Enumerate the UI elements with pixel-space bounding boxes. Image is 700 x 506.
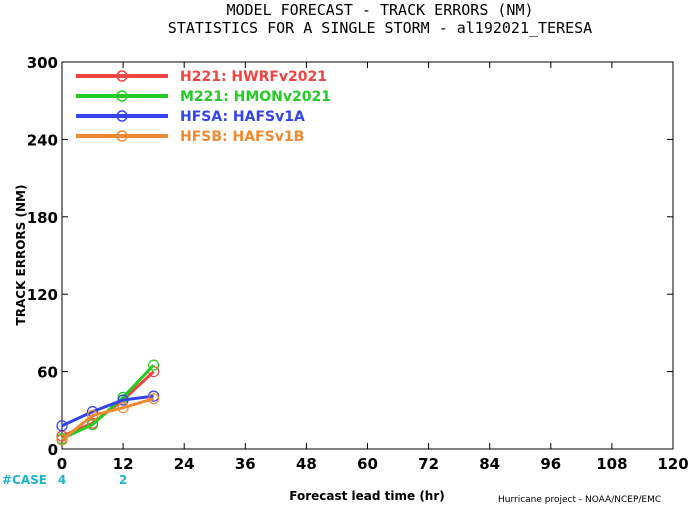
x-tick-label: 12 [113,455,134,473]
data-point [117,394,129,406]
data-point [86,418,99,431]
x-tick-label: 72 [418,455,439,473]
x-tick-label: 120 [657,455,688,473]
case-count: 2 [119,473,127,487]
chart-title: MODEL FORECAST - TRACK ERRORS (NM) [226,1,533,19]
data-point [148,390,160,402]
y-axis: 0 60 120 180 240 300 [27,54,673,459]
x-tick-label: 108 [596,455,627,473]
legend-marker [116,70,128,82]
legend-label: H221: HWRFv2021 [180,69,327,85]
x-axis: 0 12 24 36 48 60 72 84 96 108 120 [57,62,689,473]
x-tick-label: 60 [357,455,378,473]
x-tick-label: 24 [174,455,195,473]
x-tick-label: 36 [235,455,256,473]
y-tick-label: 180 [27,209,58,227]
legend-label: HFSA: HAFSv1A [180,109,305,125]
series-line [61,397,155,442]
y-axis-label: TRACK ERRORS (NM) [14,185,28,326]
data-point [56,420,68,432]
x-axis-label: Forecast lead time (hr) [289,489,445,503]
data-point [148,359,160,371]
legend-label: HFSB: HAFSv1B [180,129,304,145]
series-line [61,394,154,428]
data-point [148,393,160,405]
legend-marker [116,110,128,122]
case-count: 4 [58,473,66,487]
case-counts: #CASE 4 2 [2,473,127,487]
data-point [56,434,68,446]
x-tick-label: 84 [479,455,500,473]
credit-text: Hurricane project - NOAA/NCEP/EMC [498,495,661,505]
x-tick-label: 0 [57,455,67,473]
legend-marker [116,90,128,102]
x-tick-label: 96 [540,455,561,473]
y-tick-label: 240 [27,131,58,149]
y-tick-label: 60 [37,364,58,382]
data-point [86,409,99,422]
y-tick-label: 120 [27,286,58,304]
case-label: #CASE [2,473,47,487]
legend-label: M221: HMONv2021 [180,89,331,105]
data-point [117,402,129,414]
legend-marker [116,130,128,142]
x-tick-label: 48 [296,455,317,473]
legend: H221: HWRFv2021 M221: HMONv2021 HFSA: HAFS… [76,69,331,145]
y-tick-label: 0 [48,441,58,459]
series-layer [56,359,160,446]
y-tick-label: 300 [27,54,58,72]
chart-subtitle: STATISTICS FOR A SINGLE STORM - al192021… [168,19,592,37]
